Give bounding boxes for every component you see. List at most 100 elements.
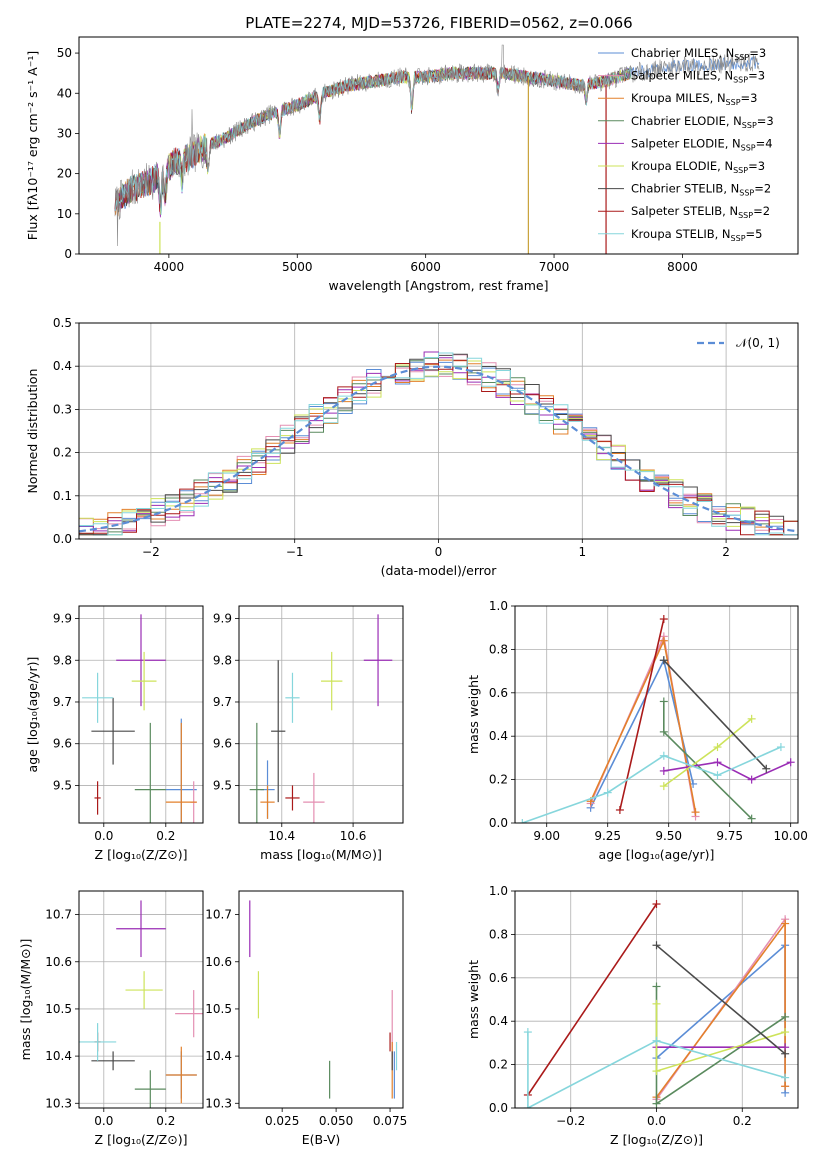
legend-label-main: Kroupa ELODIE, N: [631, 159, 733, 173]
y-tick-label: 10.4: [45, 1049, 72, 1063]
x-axis-label: Z [log₁₀(Z/Z⊙)]: [95, 1132, 188, 1147]
y-tick-label: 0.8: [489, 642, 508, 656]
legend-label-main: Kroupa MILES, N: [631, 91, 726, 105]
x-tick-label: 5000: [282, 260, 313, 274]
errorbar-salpeter_elodie: [116, 614, 166, 707]
errorbar-chabrier_elodie: [249, 722, 264, 823]
weight-line-kroupa_miles: [586, 636, 700, 817]
y-tick-label: 0.6: [489, 686, 508, 700]
x-tick-label: 9.25: [594, 829, 621, 843]
errorbar-kroupa_miles: [260, 785, 275, 819]
weight-line-salpeter_stelib: [523, 900, 661, 1099]
weight-line-kroupa_elodie: [659, 714, 756, 791]
panel-age_vs_Z: 0.0 0.2 9.5 9.6 9.7 9.8 9.9 Z [log₁₀(Z/Z⊙)] age …: [25, 605, 204, 862]
y-tick-label: 1.0: [489, 884, 508, 898]
y-tick-label: 9.8: [213, 653, 232, 667]
errorbar-salpeter_elodie: [116, 900, 166, 958]
legend-label-main: Salpeter STELIB, N: [631, 204, 738, 218]
spectrum-kroupa_miles: [114, 65, 632, 217]
plot-area: [79, 351, 798, 536]
weight-line: [655, 944, 786, 1055]
x-tick-label: 0.0: [94, 829, 113, 843]
x-tick-label: −1: [286, 545, 304, 559]
x-tick-label: 1: [578, 545, 586, 559]
y-tick-label: 0.8: [489, 927, 508, 941]
errorbar-chabrier_stelib: [91, 697, 135, 765]
x-axis-label: wavelength [Angstrom, rest frame]: [328, 278, 548, 293]
y-tick-label: 10.3: [205, 1096, 232, 1110]
weight-line: [589, 638, 697, 813]
weight-line-chabrier_elodie: [659, 697, 756, 823]
figure-title: PLATE=2274, MJD=53726, FIBERID=0562, z=0…: [245, 14, 632, 32]
x-tick-label: 9.75: [716, 829, 743, 843]
legend-label-sub: SSP: [739, 189, 754, 198]
x-tick-label: −0.2: [556, 1114, 585, 1128]
errorbar-chabrier_stelib: [91, 1051, 135, 1071]
y-tick-label: 1.0: [489, 599, 508, 613]
spectrum-salpeter_stelib: [114, 65, 605, 214]
legend-label-sub: SSP: [734, 53, 749, 62]
y-tick-label: 9.9: [213, 612, 232, 626]
histogram-kroupa_stelib: [79, 352, 798, 536]
y-axis-label: Flux [fλ10⁻¹⁷ erg cm⁻² s⁻¹ A⁻¹]: [25, 51, 40, 240]
x-axis-label: Z [log₁₀(Z/Z⊙)]: [95, 847, 188, 862]
panel-weight_vs_age: 9.00 9.25 9.50 9.75 10.00 0.0 0.2 0.4 0.6 0.8 1.0 a…: [466, 599, 808, 862]
weight-line-kroupa_stelib: [523, 1028, 790, 1108]
legend-label-sub: SSP: [742, 121, 757, 130]
y-tick-label: 40: [57, 86, 72, 100]
x-tick-label: 9.00: [533, 829, 560, 843]
plot-area: [249, 900, 398, 1099]
x-axis-label: Z [log₁₀(Z/Z⊙)]: [610, 1132, 703, 1147]
plot-area: [518, 615, 795, 823]
legend-label-tail: =2: [754, 182, 771, 196]
y-tick-label: 9.7: [213, 695, 232, 709]
axes-frame: [78, 605, 204, 824]
legend-label-tail: =3: [757, 114, 774, 128]
x-axis-label: E(B-V): [302, 1132, 341, 1147]
y-tick-label: 9.5: [53, 778, 72, 792]
y-tick-label: 10.3: [45, 1096, 72, 1110]
x-tick-label: −2: [142, 545, 160, 559]
y-tick-label: 0.2: [53, 446, 72, 460]
x-tick-label: 10.6: [340, 829, 367, 843]
legend-label: Kroupa ELODIE, NSSP=3: [631, 159, 765, 175]
axes-frame: [238, 605, 404, 824]
y-tick-label: 10.6: [205, 955, 232, 969]
y-tick-label: 0.0: [489, 816, 508, 830]
plot-area: [523, 900, 790, 1108]
legend-label: Chabrier ELODIE, NSSP=3: [631, 114, 774, 130]
errorbar-kroupa_elodie: [125, 971, 163, 1009]
errorbar-salpeter_stelib: [285, 785, 300, 811]
legend-item-salpeter_elodie: Salpeter ELODIE, NSSP=4: [598, 136, 773, 152]
legend-label: Chabrier STELIB, NSSP=2: [631, 182, 771, 198]
y-axis-label: mass weight: [466, 675, 481, 754]
y-tick-label: 0.4: [53, 359, 72, 373]
legend-label: Salpeter STELIB, NSSP=2: [631, 204, 770, 220]
legend-label: Kroupa STELIB, NSSP=5: [631, 227, 762, 243]
weight-line-salpeter_miles: [586, 632, 700, 821]
errorbar-salpeter_miles: [303, 772, 325, 823]
y-tick-label: 10: [57, 207, 72, 221]
x-tick-label: 0.075: [373, 1114, 407, 1128]
x-tick-label: 0.050: [319, 1114, 353, 1128]
legend-label-sub: SSP: [726, 98, 741, 107]
legend-item-kroupa_miles: Kroupa MILES, NSSP=3: [598, 91, 757, 107]
weight-line-salpeter_stelib: [615, 615, 668, 814]
y-tick-label: 10.7: [45, 908, 72, 922]
y-tick-label: 0.0: [53, 532, 72, 546]
y-tick-label: 0.5: [53, 316, 72, 330]
x-tick-label: 7000: [539, 260, 570, 274]
x-tick-label: 0: [435, 545, 443, 559]
weight-line-chabrier_stelib: [659, 656, 771, 773]
legend-label-tail: =2: [753, 204, 770, 218]
legend-label: Kroupa MILES, NSSP=3: [631, 91, 757, 107]
y-tick-label: 0: [64, 247, 72, 261]
x-axis-label: mass [log₁₀(M/M⊙)]: [260, 847, 382, 862]
weight-line-kroupa_elodie: [652, 999, 790, 1076]
errorbar-salpeter_elodie: [363, 614, 393, 707]
errorbar-salpeter_miles: [175, 990, 203, 1038]
y-tick-label: 10.4: [205, 1049, 232, 1063]
weight-line: [527, 1032, 786, 1108]
